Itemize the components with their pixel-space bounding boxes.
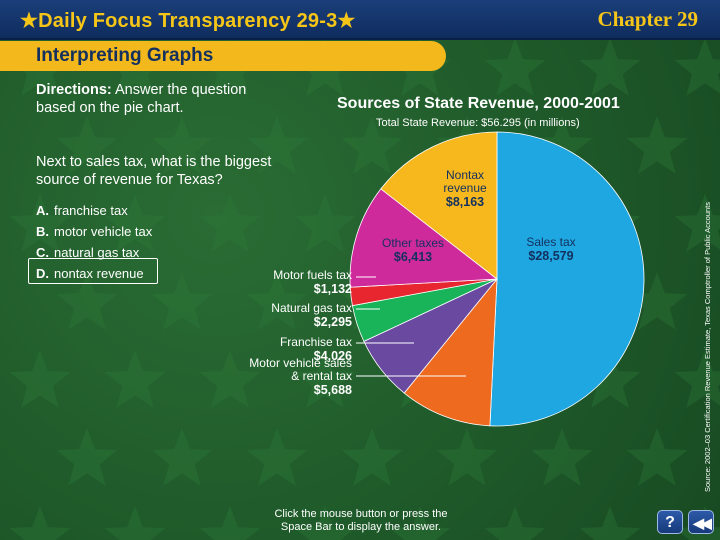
background-star-42 [246, 428, 308, 486]
answer-text: natural gas tax [54, 245, 140, 260]
background-star-40 [56, 428, 118, 486]
background-star-26 [246, 272, 308, 330]
background-star-35 [294, 350, 356, 408]
transparency-title-text: Daily Focus Transparency 29-3 [38, 10, 338, 32]
answer-option-a: A. franchise tax [36, 200, 152, 221]
background-star-46 [626, 428, 688, 486]
answer-letter: A. [36, 203, 49, 218]
section-title: Interpreting Graphs [36, 45, 214, 66]
directions-text: Answer the question based on the pie cha… [36, 82, 247, 116]
slice-label-nontax-revenue: Nontax [446, 168, 484, 182]
header-bar: ★Daily Focus Transparency 29-3★ Chapter … [0, 0, 720, 40]
background-star-17 [104, 194, 166, 252]
slice-value-motor-vehicle-sales-rental-tax: $5,688 [314, 383, 352, 397]
slice-label-motor-vehicle-sales-rental-tax: & rental tax [291, 369, 352, 383]
slice-label-franchise-tax: Franchise tax [280, 335, 352, 349]
background-star-23 [674, 194, 720, 252]
slice-value-sales-tax: $28,579 [528, 249, 573, 263]
background-star-32 [9, 350, 71, 408]
slice-value-nontax-revenue: $8,163 [446, 195, 484, 209]
answer-text: motor vehicle tax [54, 224, 153, 239]
slice-value-franchise-tax: $4,026 [314, 349, 352, 363]
background-star-48 [9, 506, 71, 540]
slice-label-sales-tax: Sales tax [526, 235, 575, 249]
slice-label-motor-fuels-tax: Motor fuels tax [273, 268, 352, 282]
answer-text: franchise tax [54, 203, 128, 218]
slice-label-motor-vehicle-sales-rental-tax: Motor vehicle sales [249, 356, 352, 370]
star-icon: ★ [337, 10, 356, 32]
background-star-52 [389, 506, 451, 540]
answer-option-b: B. motor vehicle tax [36, 221, 152, 242]
background-star-6 [579, 38, 641, 96]
pie-slice-sales-tax [489, 131, 645, 427]
chart-subtitle: Total State Revenue: $56.295 (in million… [376, 117, 580, 129]
star-icon: ★ [20, 10, 39, 32]
section-tab: Interpreting Graphs [0, 41, 446, 71]
background-star-16 [9, 194, 71, 252]
source-citation: Source: 2002–03 Certification Revenue Es… [703, 201, 712, 492]
background-star-53 [484, 506, 546, 540]
background-star-5 [484, 38, 546, 96]
background-star-10 [246, 116, 308, 174]
answer-letter: C. [36, 245, 49, 260]
directions: Directions: Answer the question based on… [36, 81, 286, 117]
background-star-9 [151, 116, 213, 174]
footer-line-2: Space Bar to display the answer. [280, 521, 442, 533]
background-star-34 [199, 350, 261, 408]
slice-value-other-taxes: $6,413 [394, 250, 432, 264]
background-star-33 [104, 350, 166, 408]
background-star-41 [151, 428, 213, 486]
background-star-30 [626, 272, 688, 330]
background-star-8 [56, 116, 118, 174]
background-star-19 [294, 194, 356, 252]
answer-letter: B. [36, 224, 49, 239]
answer-option-c: C. natural gas tax [36, 242, 152, 263]
highlighted-answer-box [28, 258, 158, 284]
question-text: Next to sales tax, what is the biggest s… [36, 154, 272, 188]
background-star-7 [674, 38, 720, 96]
answer-option-d: D. nontax revenue [36, 263, 152, 284]
background-star-14 [626, 116, 688, 174]
answer-list: A. franchise tax B. motor vehicle tax C. na… [36, 200, 152, 284]
help-button[interactable]: ? [657, 510, 683, 534]
footer-line-1: Click the mouse button or press the [274, 508, 448, 520]
answer-letter: D. [36, 266, 49, 281]
background-star-44 [436, 428, 498, 486]
chart-title: Sources of State Revenue, 2000-2001 [337, 95, 620, 112]
pie-slice-nontax-revenue [380, 131, 498, 280]
slice-label-nontax-revenue: revenue [443, 181, 487, 195]
background-star-11 [341, 116, 403, 174]
slice-label-other-taxes: Other taxes [382, 236, 444, 250]
slice-label-natural-gas-tax: Natural gas tax [271, 301, 352, 315]
background-star-54 [579, 506, 641, 540]
slice-value-motor-fuels-tax: $1,132 [314, 282, 352, 296]
answer-text: nontax revenue [54, 266, 144, 281]
background-star-25 [151, 272, 213, 330]
previous-button[interactable]: ◀◀ [688, 510, 714, 534]
background-star-49 [104, 506, 166, 540]
background-star-39 [674, 350, 720, 408]
transparency-title: ★Daily Focus Transparency 29-3★ [20, 8, 356, 33]
background-star-18 [199, 194, 261, 252]
chapter-label: Chapter 29 [597, 7, 698, 31]
pie-slice-motor-vehicle-sales-rental-tax [403, 277, 498, 427]
background-star-50 [199, 506, 261, 540]
background-star-38 [579, 350, 641, 408]
footer-instructions: Click the mouse button or press the Spac… [246, 508, 476, 534]
directions-label: Directions: [36, 82, 112, 98]
pie-slice-other-taxes [349, 188, 499, 288]
background-star-13 [531, 116, 593, 174]
background-star-51 [294, 506, 356, 540]
background-star-43 [341, 428, 403, 486]
background-star-45 [531, 428, 593, 486]
background-star-24 [56, 272, 118, 330]
slice-value-natural-gas-tax: $2,295 [314, 315, 352, 329]
